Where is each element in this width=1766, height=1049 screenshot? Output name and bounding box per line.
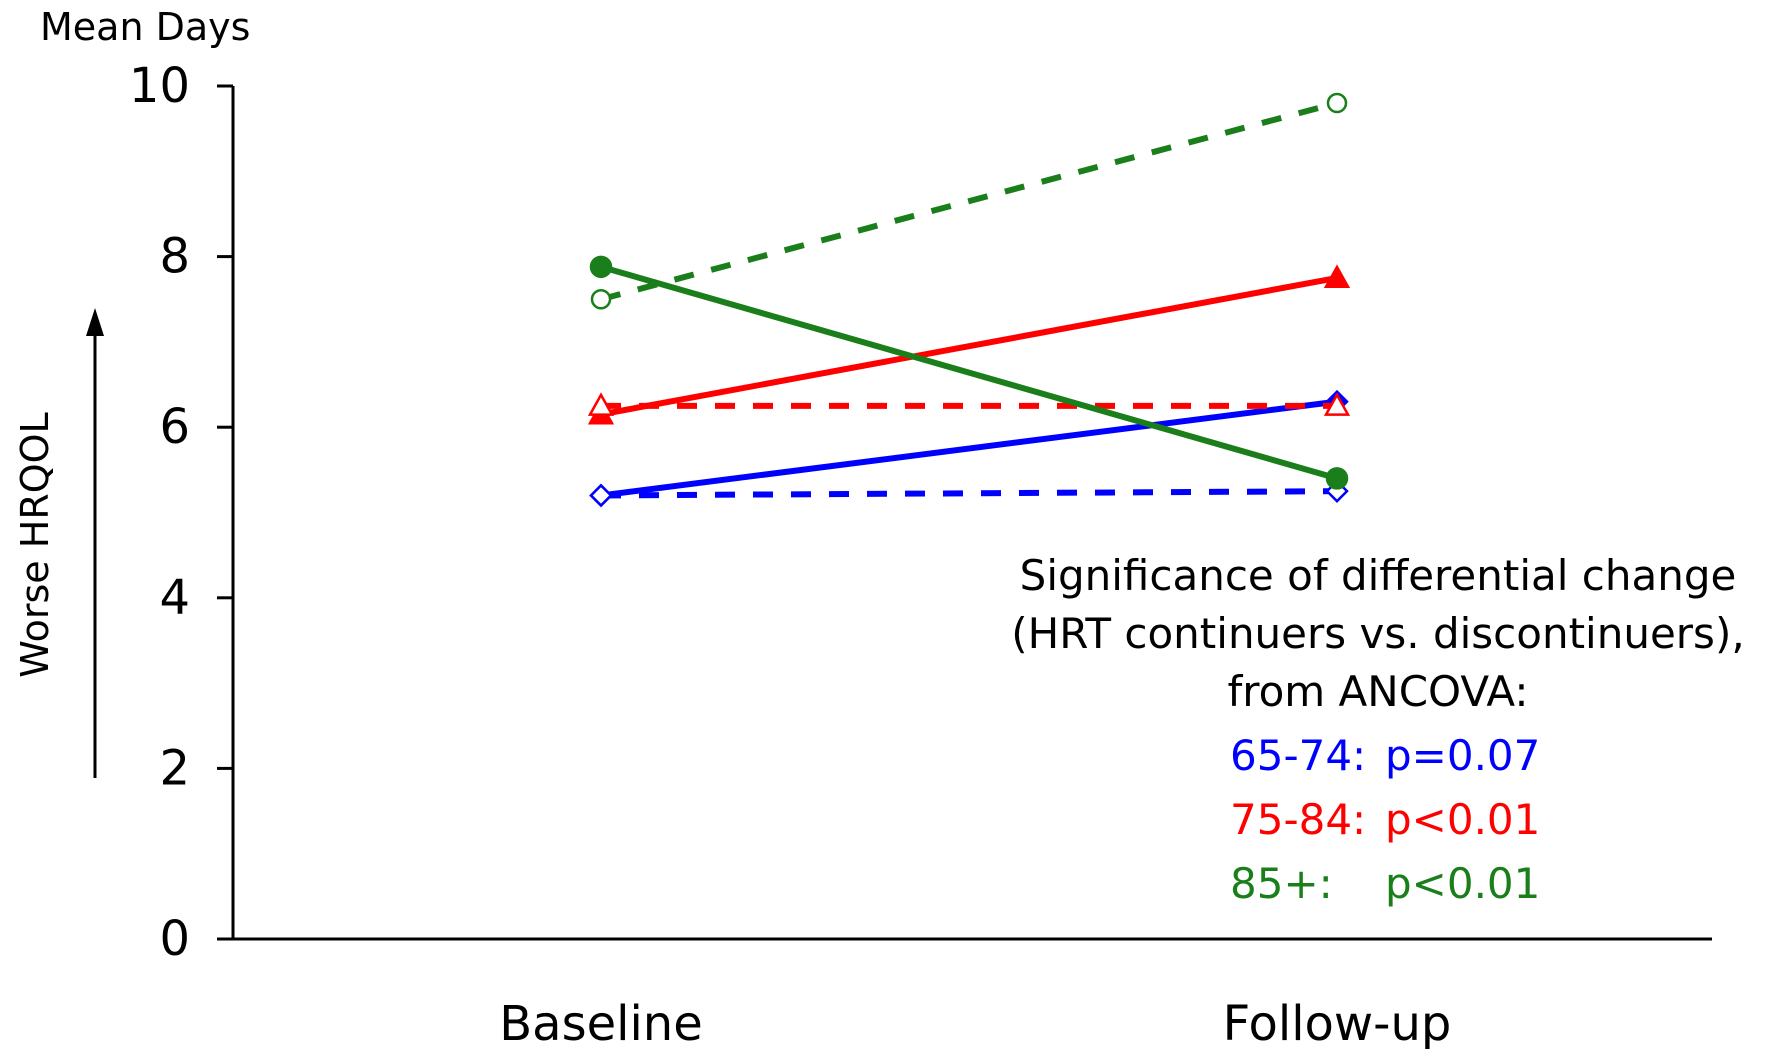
data-point-circle <box>1325 467 1349 490</box>
annotation-line-3: from ANCOVA: <box>1227 667 1528 716</box>
result-85-group: 85+: <box>1230 859 1333 908</box>
data-point-triangle <box>1323 392 1351 416</box>
result-75-84-group: 75-84: <box>1230 795 1366 844</box>
axes <box>231 86 1712 941</box>
annotation-line-2: (HRT continuers vs. discontinuers), <box>1011 609 1744 658</box>
data-point-circle <box>589 255 613 279</box>
series-line-85-dashed <box>600 100 1338 303</box>
series-75-84-solid <box>587 264 1351 425</box>
result-65-74-group: 65-74: <box>1230 731 1366 780</box>
y-tick-label: 4 <box>159 570 190 626</box>
significance-annotation: Significance of differential change (HRT… <box>1011 551 1744 908</box>
result-75-84-p: p<0.01 <box>1385 795 1540 844</box>
series-layer <box>587 92 1351 508</box>
series-65-74-dashed <box>589 479 1349 508</box>
y-tick-label: 8 <box>159 229 190 285</box>
worse-hrqol-label: Worse HRQOL <box>13 412 57 677</box>
data-point-circle <box>1326 92 1348 114</box>
series-75-84-dashed <box>587 392 1351 416</box>
y-tick-label: 10 <box>129 58 190 114</box>
x-tick-labels: Baseline Follow-up <box>499 996 1451 1049</box>
y-axis-title: Mean Days <box>40 5 250 49</box>
up-arrow-icon <box>86 308 104 336</box>
result-65-74-p: p=0.07 <box>1385 731 1540 780</box>
y-tick-label: 0 <box>159 911 190 967</box>
annotation-line-1: Significance of differential change <box>1020 551 1737 600</box>
data-point-triangle <box>1323 264 1351 288</box>
series-85-solid <box>589 255 1349 490</box>
data-point-diamond <box>589 483 613 508</box>
worse-hrqol-indicator: Worse HRQOL <box>13 308 104 778</box>
data-point-circle <box>590 289 612 310</box>
series-line-75-84-solid <box>600 274 1338 418</box>
x-tick-label: Baseline <box>499 996 703 1049</box>
data-point-triangle <box>587 392 615 416</box>
series-85-dashed <box>590 92 1348 310</box>
series-line-65-74-solid <box>600 398 1338 499</box>
result-85-p: p<0.01 <box>1385 859 1540 908</box>
y-tick-label: 2 <box>159 740 190 796</box>
y-ticks: 0 2 4 6 8 10 <box>129 58 233 967</box>
series-line-65-74-dashed <box>600 488 1338 499</box>
y-tick-label: 6 <box>159 399 190 455</box>
series-line-85-solid <box>600 263 1338 482</box>
x-tick-label: Follow-up <box>1223 996 1452 1049</box>
